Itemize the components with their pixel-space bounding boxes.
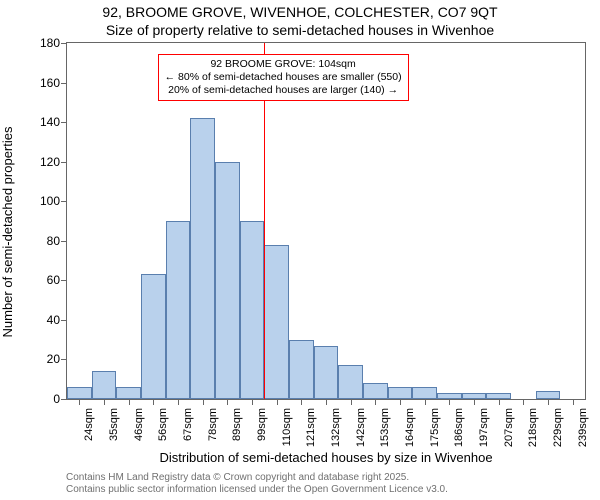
xtick-label: 239sqm — [577, 408, 589, 448]
xtick-label: 142sqm — [355, 408, 367, 448]
bar — [190, 118, 215, 399]
xtick-label: 110sqm — [281, 408, 293, 448]
ytick-label: 20 — [24, 352, 60, 366]
xtick-mark — [573, 400, 574, 405]
xtick-label: 175sqm — [429, 408, 441, 448]
xtick-label: 132sqm — [330, 408, 342, 448]
xtick-label: 229sqm — [552, 408, 564, 448]
xtick-mark — [351, 400, 352, 405]
bar — [437, 393, 462, 399]
bar — [388, 387, 413, 399]
footer-line1: Contains HM Land Registry data © Crown c… — [66, 472, 448, 484]
bar — [92, 371, 117, 399]
xtick-label: 164sqm — [404, 408, 416, 448]
bar — [462, 393, 487, 399]
xtick-label: 78sqm — [207, 408, 219, 448]
xtick-label: 207sqm — [503, 408, 515, 448]
footer-attribution: Contains HM Land Registry data © Crown c… — [66, 472, 448, 496]
ytick-label: 140 — [24, 115, 60, 129]
y-axis-label: Number of semi-detached properties — [0, 42, 20, 422]
xtick-mark — [79, 400, 80, 405]
bar — [363, 383, 388, 399]
ytick-label: 0 — [24, 392, 60, 406]
xtick-mark — [104, 400, 105, 405]
xtick-mark — [153, 400, 154, 405]
xtick-label: 197sqm — [478, 408, 490, 448]
ytick-label: 160 — [24, 76, 60, 90]
xtick-mark — [548, 400, 549, 405]
ytick-label: 40 — [24, 313, 60, 327]
footer-line2: Contains public sector information licen… — [66, 484, 448, 496]
xtick-mark — [178, 400, 179, 405]
ytick-label: 120 — [24, 155, 60, 169]
xtick-mark — [203, 400, 204, 405]
xtick-mark — [449, 400, 450, 405]
xtick-mark — [425, 400, 426, 405]
xtick-mark — [301, 400, 302, 405]
ytick-label: 80 — [24, 234, 60, 248]
xtick-label: 67sqm — [182, 408, 194, 448]
ytick-label: 180 — [24, 36, 60, 50]
xtick-mark — [400, 400, 401, 405]
bar — [240, 221, 265, 399]
bar — [166, 221, 191, 399]
bar — [264, 245, 289, 399]
bar — [116, 387, 141, 399]
chart-plot-area: 92 BROOME GROVE: 104sqm ← 80% of semi-de… — [66, 42, 586, 400]
xtick-mark — [523, 400, 524, 405]
title-line2: Size of property relative to semi-detach… — [0, 22, 600, 38]
xtick-mark — [499, 400, 500, 405]
bar — [141, 274, 166, 399]
x-axis-label: Distribution of semi-detached houses by … — [66, 450, 586, 465]
ytick-label: 100 — [24, 194, 60, 208]
annotation-line3: 20% of semi-detached houses are larger (… — [165, 84, 402, 97]
xtick-label: 46sqm — [133, 408, 145, 448]
bar — [412, 387, 437, 399]
xtick-mark — [129, 400, 130, 405]
xtick-label: 35sqm — [108, 408, 120, 448]
xtick-label: 153sqm — [379, 408, 391, 448]
bar — [338, 365, 363, 399]
bar — [536, 391, 561, 399]
xtick-label: 56sqm — [157, 408, 169, 448]
annotation-line2: ← 80% of semi-detached houses are smalle… — [165, 71, 402, 84]
bar — [314, 346, 339, 399]
xtick-label: 99sqm — [256, 408, 268, 448]
xtick-mark — [375, 400, 376, 405]
annotation-line1: 92 BROOME GROVE: 104sqm — [165, 58, 402, 71]
xtick-label: 121sqm — [305, 408, 317, 448]
xtick-mark — [227, 400, 228, 405]
bar — [215, 162, 240, 399]
bar — [67, 387, 92, 399]
xtick-mark — [326, 400, 327, 405]
bar — [289, 340, 314, 399]
bar — [486, 393, 511, 399]
ytick-label: 60 — [24, 273, 60, 287]
annotation-box: 92 BROOME GROVE: 104sqm ← 80% of semi-de… — [158, 54, 409, 101]
xtick-mark — [252, 400, 253, 405]
xtick-mark — [277, 400, 278, 405]
xtick-label: 24sqm — [83, 408, 95, 448]
xtick-label: 89sqm — [231, 408, 243, 448]
xtick-label: 186sqm — [453, 408, 465, 448]
xtick-mark — [474, 400, 475, 405]
title-line1: 92, BROOME GROVE, WIVENHOE, COLCHESTER, … — [0, 4, 600, 20]
xtick-label: 218sqm — [527, 408, 539, 448]
